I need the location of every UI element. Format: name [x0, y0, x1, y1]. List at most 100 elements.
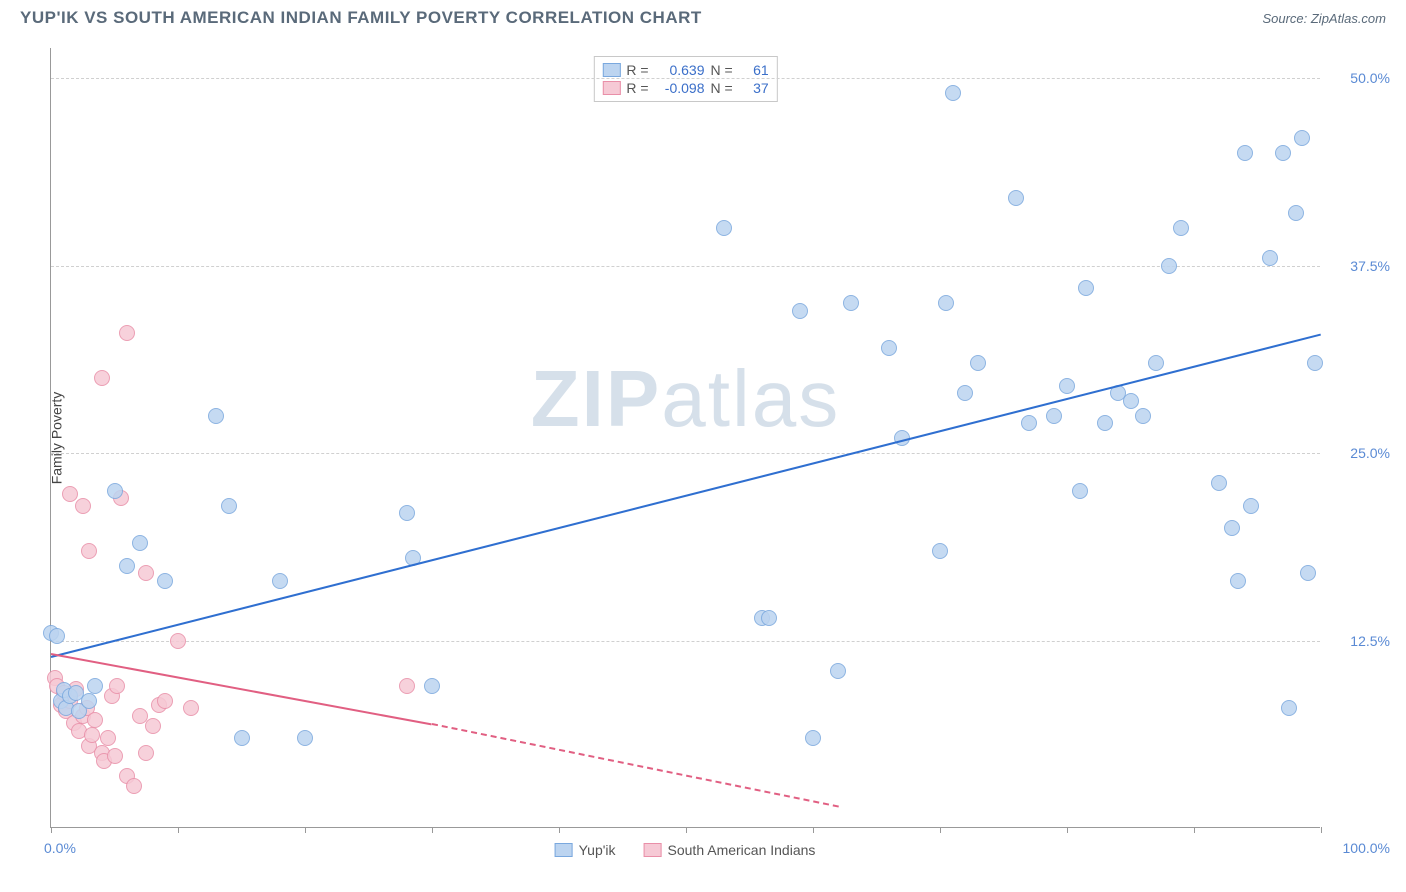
watermark-atlas: atlas [661, 354, 840, 443]
data-point [1173, 220, 1189, 236]
legend-item-yupik: Yup'ik [555, 842, 616, 858]
data-point [87, 678, 103, 694]
swatch-yupik [555, 843, 573, 857]
data-point [75, 498, 91, 514]
data-point [1161, 258, 1177, 274]
source-prefix: Source: [1262, 11, 1310, 26]
x-tick-mark [305, 827, 306, 833]
data-point [94, 370, 110, 386]
x-tick-marks [51, 827, 1320, 833]
data-point [424, 678, 440, 694]
data-point [1300, 565, 1316, 581]
trend-line [432, 723, 839, 807]
data-point [62, 486, 78, 502]
data-point [107, 483, 123, 499]
gridline [51, 641, 1320, 642]
data-point [234, 730, 250, 746]
data-point [792, 303, 808, 319]
swatch-yupik [602, 63, 620, 77]
source: Source: ZipAtlas.com [1262, 11, 1386, 26]
legend-item-sai: South American Indians [644, 842, 816, 858]
data-point [297, 730, 313, 746]
data-point [109, 678, 125, 694]
data-point [1288, 205, 1304, 221]
data-point [1078, 280, 1094, 296]
data-point [221, 498, 237, 514]
data-point [1281, 700, 1297, 716]
x-tick-mark [178, 827, 179, 833]
data-point [1008, 190, 1024, 206]
watermark: ZIPatlas [531, 353, 840, 445]
data-point [84, 727, 100, 743]
data-point [881, 340, 897, 356]
x-tick-mark [1321, 827, 1322, 833]
data-point [1230, 573, 1246, 589]
data-point [932, 543, 948, 559]
y-tick-label: 37.5% [1330, 258, 1390, 274]
chart-title: YUP'IK VS SOUTH AMERICAN INDIAN FAMILY P… [20, 8, 702, 28]
watermark-zip: ZIP [531, 354, 661, 443]
data-point [399, 678, 415, 694]
data-point [805, 730, 821, 746]
data-point [81, 543, 97, 559]
data-point [49, 628, 65, 644]
data-point [1211, 475, 1227, 491]
x-tick-mark [686, 827, 687, 833]
data-point [399, 505, 415, 521]
data-point [132, 535, 148, 551]
data-point [1135, 408, 1151, 424]
label-r: R = [626, 80, 648, 96]
data-point [157, 693, 173, 709]
data-point [138, 745, 154, 761]
data-point [1294, 130, 1310, 146]
stats-row-sai: R = -0.098 N = 37 [602, 79, 768, 97]
data-point [1123, 393, 1139, 409]
data-point [87, 712, 103, 728]
data-point [1021, 415, 1037, 431]
data-point [107, 748, 123, 764]
data-point [100, 730, 116, 746]
source-name: ZipAtlas.com [1311, 11, 1386, 26]
data-point [1307, 355, 1323, 371]
yupik-n-value: 61 [739, 62, 769, 78]
data-point [830, 663, 846, 679]
x-tick-mark [559, 827, 560, 833]
legend-label-yupik: Yup'ik [579, 842, 616, 858]
x-max-label: 100.0% [1330, 840, 1390, 856]
data-point [1072, 483, 1088, 499]
data-point [945, 85, 961, 101]
data-point [970, 355, 986, 371]
sai-n-value: 37 [739, 80, 769, 96]
data-point [138, 565, 154, 581]
data-point [1148, 355, 1164, 371]
data-point [716, 220, 732, 236]
data-point [81, 693, 97, 709]
data-point [1275, 145, 1291, 161]
legend-label-sai: South American Indians [668, 842, 816, 858]
data-point [843, 295, 859, 311]
x-tick-mark [1194, 827, 1195, 833]
stats-legend: R = 0.639 N = 61 R = -0.098 N = 37 [593, 56, 777, 102]
gridline [51, 78, 1320, 79]
gridline [51, 266, 1320, 267]
y-tick-label: 25.0% [1330, 445, 1390, 461]
label-n: N = [711, 62, 733, 78]
yupik-r-value: 0.639 [655, 62, 705, 78]
data-point [1237, 145, 1253, 161]
data-point [1243, 498, 1259, 514]
data-point [183, 700, 199, 716]
data-point [126, 778, 142, 794]
header: YUP'IK VS SOUTH AMERICAN INDIAN FAMILY P… [0, 0, 1406, 28]
data-point [938, 295, 954, 311]
label-n: N = [711, 80, 733, 96]
data-point [957, 385, 973, 401]
data-point [1059, 378, 1075, 394]
gridline [51, 453, 1320, 454]
stats-row-yupik: R = 0.639 N = 61 [602, 61, 768, 79]
data-point [170, 633, 186, 649]
data-point [761, 610, 777, 626]
x-tick-mark [1067, 827, 1068, 833]
data-point [119, 558, 135, 574]
x-min-label: 0.0% [44, 840, 76, 856]
x-tick-mark [940, 827, 941, 833]
